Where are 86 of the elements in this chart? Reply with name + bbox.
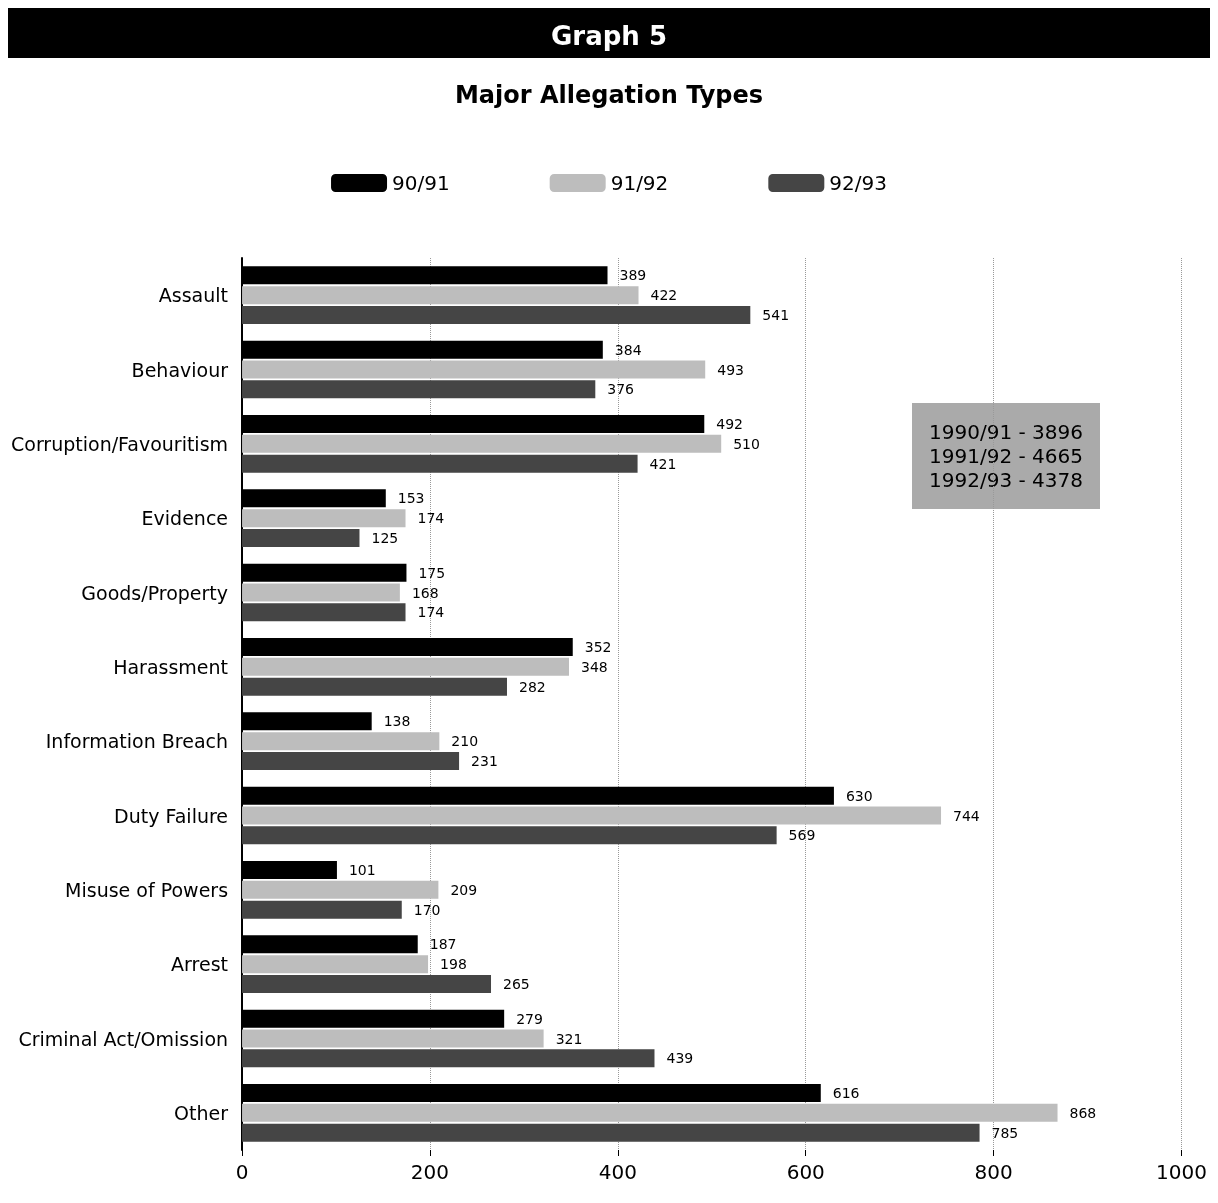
data-label: 187 — [429, 936, 457, 953]
bar — [242, 454, 638, 473]
legend-label: 92/93 — [829, 171, 887, 195]
bar — [242, 806, 942, 825]
bar — [242, 880, 439, 899]
data-label: 138 — [383, 713, 411, 730]
bar — [242, 1029, 544, 1048]
legend-label: 90/91 — [392, 171, 450, 195]
bar — [242, 826, 777, 845]
data-label: 231 — [471, 752, 498, 769]
data-label: 493 — [717, 361, 744, 378]
data-label: 541 — [762, 306, 790, 323]
y-tick-label: Misuse of Powers — [65, 878, 229, 901]
data-label: 175 — [418, 564, 446, 581]
y-tick-label: Arrest — [171, 953, 229, 976]
y-tick-label: Assault — [158, 284, 229, 307]
y-tick-label: Criminal Act/Omission — [18, 1027, 229, 1050]
data-label: 616 — [832, 1085, 860, 1102]
data-label: 389 — [619, 267, 647, 284]
data-label: 510 — [733, 435, 760, 452]
data-label: 174 — [417, 604, 445, 621]
data-label: 785 — [991, 1124, 1019, 1141]
data-label: 868 — [1069, 1104, 1097, 1121]
x-tick-label: 800 — [974, 1160, 1013, 1184]
data-label: 439 — [666, 1050, 694, 1067]
data-label: 630 — [845, 787, 873, 804]
bar — [242, 434, 722, 453]
bar — [242, 509, 406, 528]
y-tick-label: Harassment — [113, 655, 229, 678]
data-label: 282 — [518, 678, 546, 695]
bar — [242, 305, 751, 324]
data-label: 153 — [397, 490, 425, 507]
x-tick-label: 0 — [235, 1160, 249, 1184]
legend-label: 91/92 — [610, 171, 669, 195]
bar — [242, 360, 706, 379]
data-label: 174 — [417, 510, 445, 527]
data-label: 170 — [413, 901, 441, 918]
data-label: 348 — [580, 658, 608, 675]
data-label: 321 — [555, 1030, 583, 1047]
data-label: 125 — [371, 529, 399, 546]
x-tick-label: 400 — [598, 1160, 637, 1184]
annotation: 1990/91 - 3896 — [929, 420, 1083, 444]
data-label: 168 — [411, 584, 439, 601]
bar — [242, 603, 406, 622]
data-label: 384 — [614, 341, 642, 358]
x-tick-label: 600 — [786, 1160, 825, 1184]
data-label: 209 — [450, 881, 478, 898]
data-label: 422 — [650, 287, 678, 304]
data-label: 198 — [440, 956, 467, 973]
data-label: 376 — [607, 381, 635, 398]
y-tick-label: Corruption/Favouritism — [11, 432, 229, 455]
y-tick-label: Duty Failure — [114, 804, 229, 827]
bar — [242, 955, 429, 974]
chart-title: Graph 5 — [551, 21, 667, 51]
y-tick-label: Evidence — [141, 507, 229, 530]
data-label: 210 — [451, 733, 479, 750]
bar — [242, 657, 569, 676]
y-tick-label: Behaviour — [131, 358, 229, 381]
annotation: 1991/92 - 4665 — [929, 444, 1083, 468]
bar — [242, 677, 507, 696]
x-tick-label: 1000 — [1156, 1160, 1207, 1184]
annotation: 1992/93 - 4378 — [929, 468, 1083, 492]
bar — [242, 732, 440, 751]
y-tick-label: Goods/Property — [81, 581, 229, 604]
bar — [242, 900, 402, 919]
x-tick-label: 200 — [410, 1160, 450, 1184]
bar — [242, 583, 400, 602]
bar — [242, 1049, 655, 1068]
bar — [242, 286, 639, 305]
bar — [242, 751, 460, 770]
data-label: 352 — [584, 639, 612, 656]
bar — [242, 1123, 980, 1142]
data-label: 279 — [516, 1010, 543, 1027]
data-label: 744 — [953, 807, 980, 824]
y-tick-label: Other — [174, 1101, 229, 1124]
bar — [242, 974, 492, 993]
bar — [242, 528, 360, 547]
data-label: 101 — [348, 862, 376, 879]
bar — [242, 380, 596, 399]
data-label: 569 — [788, 827, 816, 844]
data-label: 421 — [649, 455, 677, 472]
chart-subtitle: Major Allegation Types — [454, 81, 764, 109]
y-tick-label: Information Breach — [45, 730, 229, 753]
bar — [242, 1103, 1058, 1122]
data-label: 492 — [716, 416, 744, 433]
data-label: 265 — [503, 975, 530, 992]
